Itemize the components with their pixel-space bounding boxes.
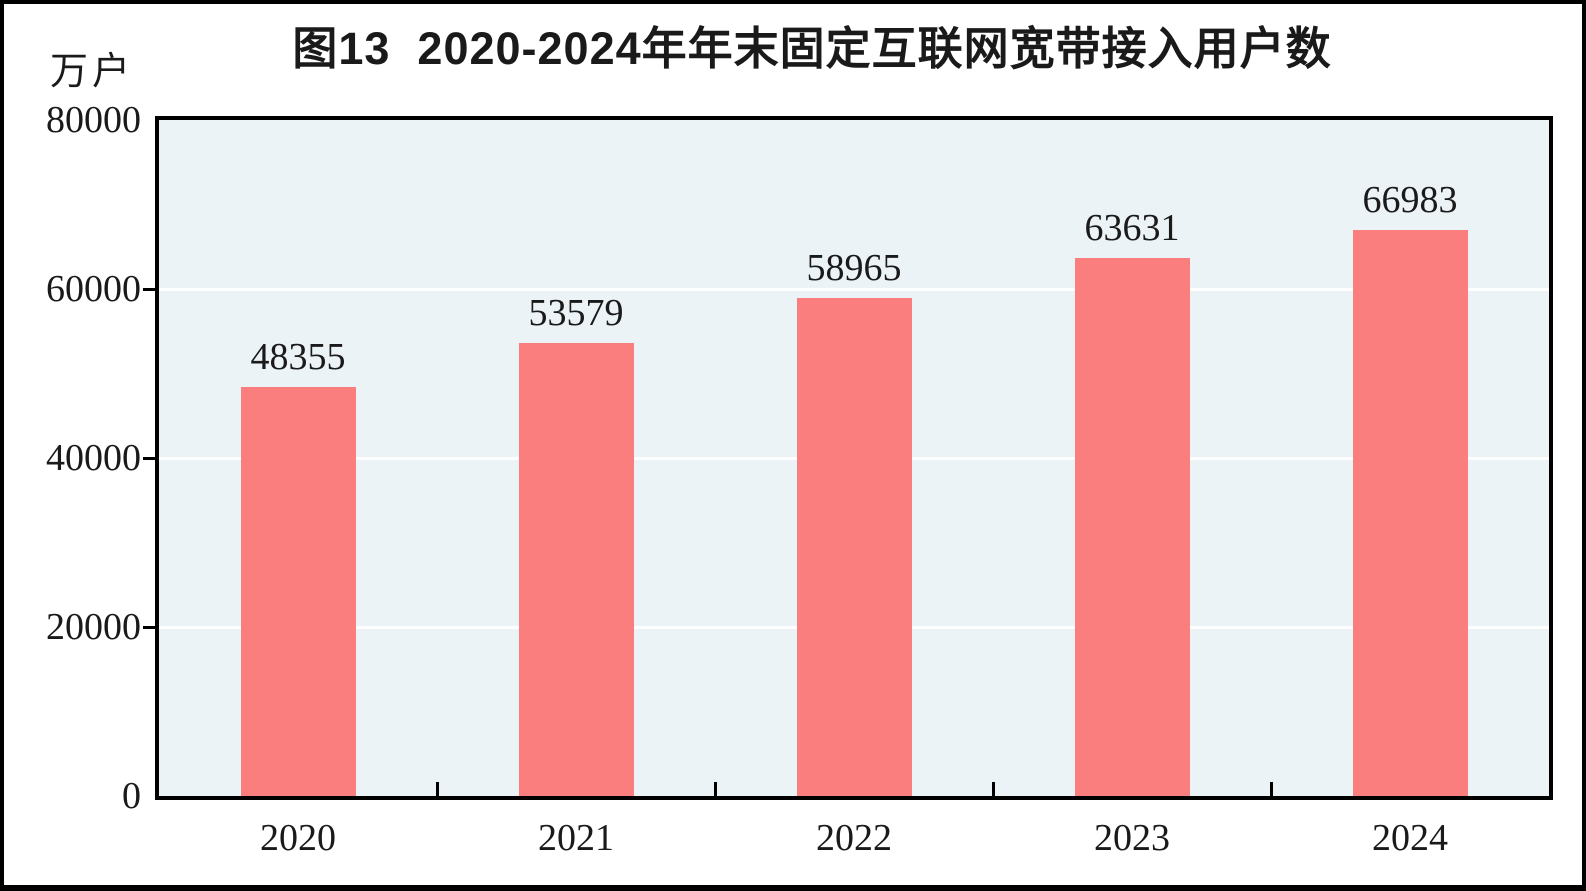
gridline bbox=[159, 287, 1549, 291]
bar-2024 bbox=[1352, 230, 1468, 796]
y-axis-tick-label: 20000 bbox=[46, 606, 141, 648]
bar-value-label: 53579 bbox=[528, 292, 624, 335]
bar-2020 bbox=[240, 387, 356, 796]
plot-area: 48355 53579 58965 63631 66983 bbox=[155, 116, 1553, 800]
bar-value-label: 48355 bbox=[250, 336, 346, 379]
bar-value-label: 66983 bbox=[1362, 179, 1458, 221]
x-axis-label: 2021 bbox=[538, 817, 614, 859]
y-axis-tick-label: 60000 bbox=[46, 268, 141, 310]
x-axis-label: 2024 bbox=[1372, 817, 1448, 859]
chart-title: 图13 2020-2024年年末固定互联网宽带接入用户数 bbox=[292, 23, 1332, 74]
x-axis-tick bbox=[991, 782, 995, 796]
y-axis-tick-label: 0 bbox=[122, 775, 141, 817]
x-axis-tick bbox=[713, 782, 717, 796]
x-axis-label: 2023 bbox=[1094, 817, 1170, 859]
y-axis-tick-label: 80000 bbox=[46, 99, 141, 141]
bar-value-label: 58965 bbox=[806, 246, 902, 289]
x-axis-label: 2022 bbox=[816, 817, 892, 859]
bar-2022 bbox=[796, 297, 912, 796]
x-axis-tick bbox=[435, 782, 439, 796]
y-axis-tick bbox=[143, 287, 155, 291]
y-axis-tick-label: 40000 bbox=[46, 437, 141, 479]
y-axis-tick bbox=[143, 456, 155, 460]
bar-2023 bbox=[1074, 258, 1190, 796]
bar-2021 bbox=[518, 343, 634, 796]
x-axis-label: 2020 bbox=[260, 817, 336, 859]
y-axis-unit-label: 万户 bbox=[50, 51, 135, 93]
bar-value-label: 63631 bbox=[1084, 207, 1180, 250]
y-axis-tick bbox=[143, 625, 155, 629]
x-axis-tick bbox=[1269, 782, 1273, 796]
